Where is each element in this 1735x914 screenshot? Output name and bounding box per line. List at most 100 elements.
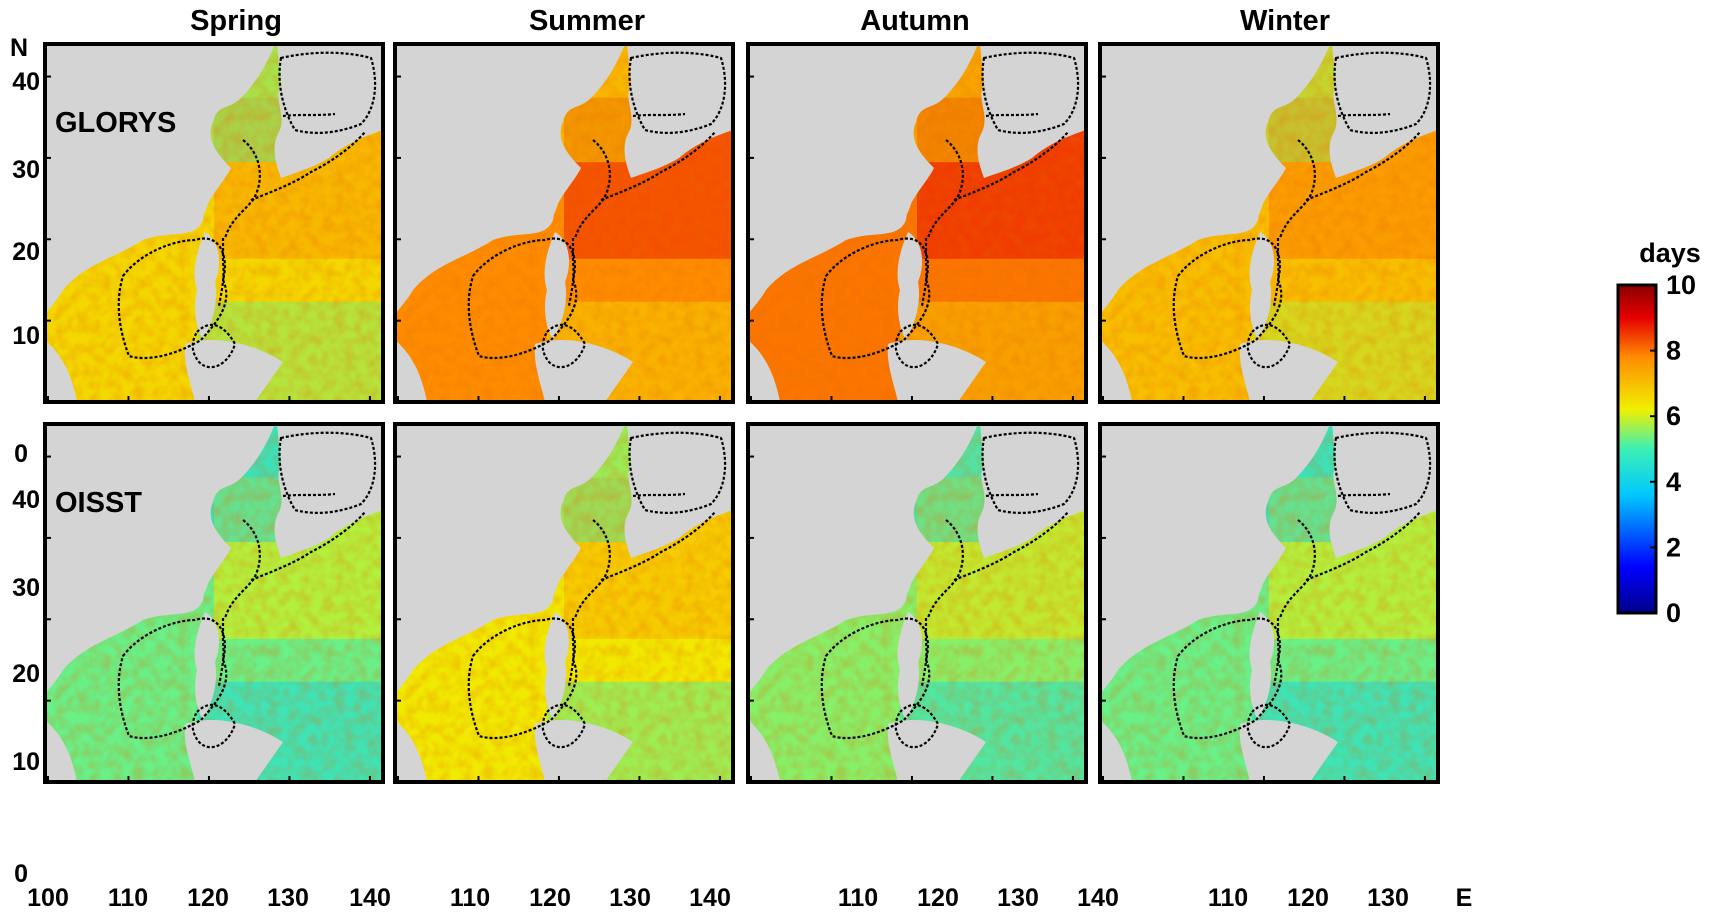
land-mass — [395, 44, 625, 316]
y-tick-bottom-40: 40 — [12, 486, 40, 514]
land-mass — [895, 548, 913, 596]
region-contour — [981, 431, 1080, 514]
land-mass — [542, 168, 560, 216]
region-contour — [278, 431, 377, 514]
colorbar-tick-0: 0 — [1666, 598, 1681, 628]
panel-tick-marks — [748, 75, 1074, 402]
land-mass — [192, 548, 210, 596]
land-mass — [544, 612, 570, 720]
panel-oisst-spring — [43, 422, 385, 784]
x-tick-p1-120: 120 — [187, 884, 229, 912]
land-mass — [45, 44, 275, 316]
y-axis-labels: N 40 30 20 10 0 40 30 20 10 0 — [10, 34, 40, 888]
x-tick-p4-120: 120 — [1287, 884, 1329, 912]
x-axis-end-label: E — [1456, 884, 1473, 912]
y-axis-end-label: N — [10, 34, 28, 62]
panel-frame — [393, 422, 735, 784]
y-tick-top-40: 40 — [12, 68, 40, 96]
panel-tick-marks — [45, 455, 371, 782]
region-contour — [981, 51, 1080, 134]
panel-frame — [746, 422, 1088, 784]
panel-frame — [393, 42, 735, 404]
region-contour — [628, 431, 727, 514]
colorbar-tick-4: 4 — [1666, 467, 1681, 497]
land-mass — [534, 720, 633, 782]
land-mass — [192, 168, 210, 216]
region-contour — [1172, 617, 1283, 740]
region-contour — [467, 237, 578, 360]
land-mass — [897, 232, 923, 340]
colorbar-tick-6: 6 — [1666, 401, 1681, 431]
region-contour — [1337, 112, 1391, 118]
land-mass — [194, 612, 220, 720]
region-contour — [191, 323, 237, 369]
region-contour — [191, 703, 237, 749]
region-contour — [1172, 237, 1283, 360]
region-contour — [1337, 492, 1391, 498]
land-mass — [1249, 232, 1275, 340]
land-mass — [45, 340, 77, 402]
region-contour — [985, 492, 1039, 498]
y-tick-top-0: 0 — [14, 440, 28, 468]
region-contour — [953, 131, 1069, 202]
land-mass — [45, 424, 275, 696]
panel-oisst-autumn — [746, 422, 1088, 784]
land-mass — [1239, 720, 1338, 782]
x-tick-p3-110: 110 — [838, 884, 878, 912]
region-contour — [250, 131, 366, 202]
region-contour — [820, 617, 931, 740]
x-tick-p3-140: 140 — [1077, 884, 1119, 912]
land-mass — [624, 424, 733, 558]
panel-frame — [1098, 422, 1440, 784]
panel-frame — [43, 42, 385, 404]
land-mass — [534, 340, 633, 402]
land-mass — [1249, 612, 1275, 720]
season-titles: Spring Summer Autumn Winter — [190, 5, 1330, 37]
region-contour — [278, 51, 377, 134]
panel-frame — [746, 42, 1088, 404]
land-mass — [748, 340, 780, 402]
panel-tick-marks — [395, 75, 721, 402]
land-mass — [887, 720, 986, 782]
panel-oisst-winter — [1098, 422, 1440, 784]
season-title-spring: Spring — [190, 5, 282, 37]
panel-tick-marks — [748, 455, 1074, 782]
panel-frame — [43, 422, 385, 784]
x-tick-p3-120: 120 — [917, 884, 959, 912]
region-contour — [1333, 431, 1432, 514]
land-mass — [887, 340, 986, 402]
region-contour — [1333, 51, 1432, 134]
season-title-autumn: Autumn — [860, 5, 970, 37]
x-axis-labels: 100 110 120 130 140 110 120 130 140 110 … — [27, 884, 1472, 912]
panel-tick-marks — [1100, 75, 1426, 402]
region-contour — [985, 112, 1039, 118]
x-tick-p2-140: 140 — [689, 884, 731, 912]
region-contour — [820, 237, 931, 360]
x-tick-p2-130: 130 — [609, 884, 651, 912]
colorbar-tick-2: 2 — [1666, 532, 1681, 562]
x-tick-p1-140: 140 — [349, 884, 391, 912]
x-tick-p1-110: 110 — [108, 884, 148, 912]
panel-tick-marks — [1100, 455, 1426, 782]
land-mass — [1100, 720, 1132, 782]
x-tick-p3-130: 130 — [997, 884, 1039, 912]
region-contour — [541, 703, 587, 749]
land-mass — [748, 720, 780, 782]
region-contour — [1246, 323, 1292, 369]
y-tick-bottom-0: 0 — [14, 860, 28, 888]
land-mass — [395, 340, 427, 402]
region-contour — [1246, 703, 1292, 749]
region-contour — [600, 131, 716, 202]
region-contour — [1305, 131, 1421, 202]
region-contour — [953, 511, 1069, 582]
land-mass — [184, 340, 283, 402]
land-mass — [1329, 424, 1438, 558]
land-mass — [624, 44, 733, 178]
land-mass — [977, 44, 1086, 178]
panel-tick-marks — [45, 75, 371, 402]
land-mass — [1247, 168, 1265, 216]
land-mass — [895, 168, 913, 216]
region-contour — [600, 511, 716, 582]
region-contour — [467, 617, 578, 740]
